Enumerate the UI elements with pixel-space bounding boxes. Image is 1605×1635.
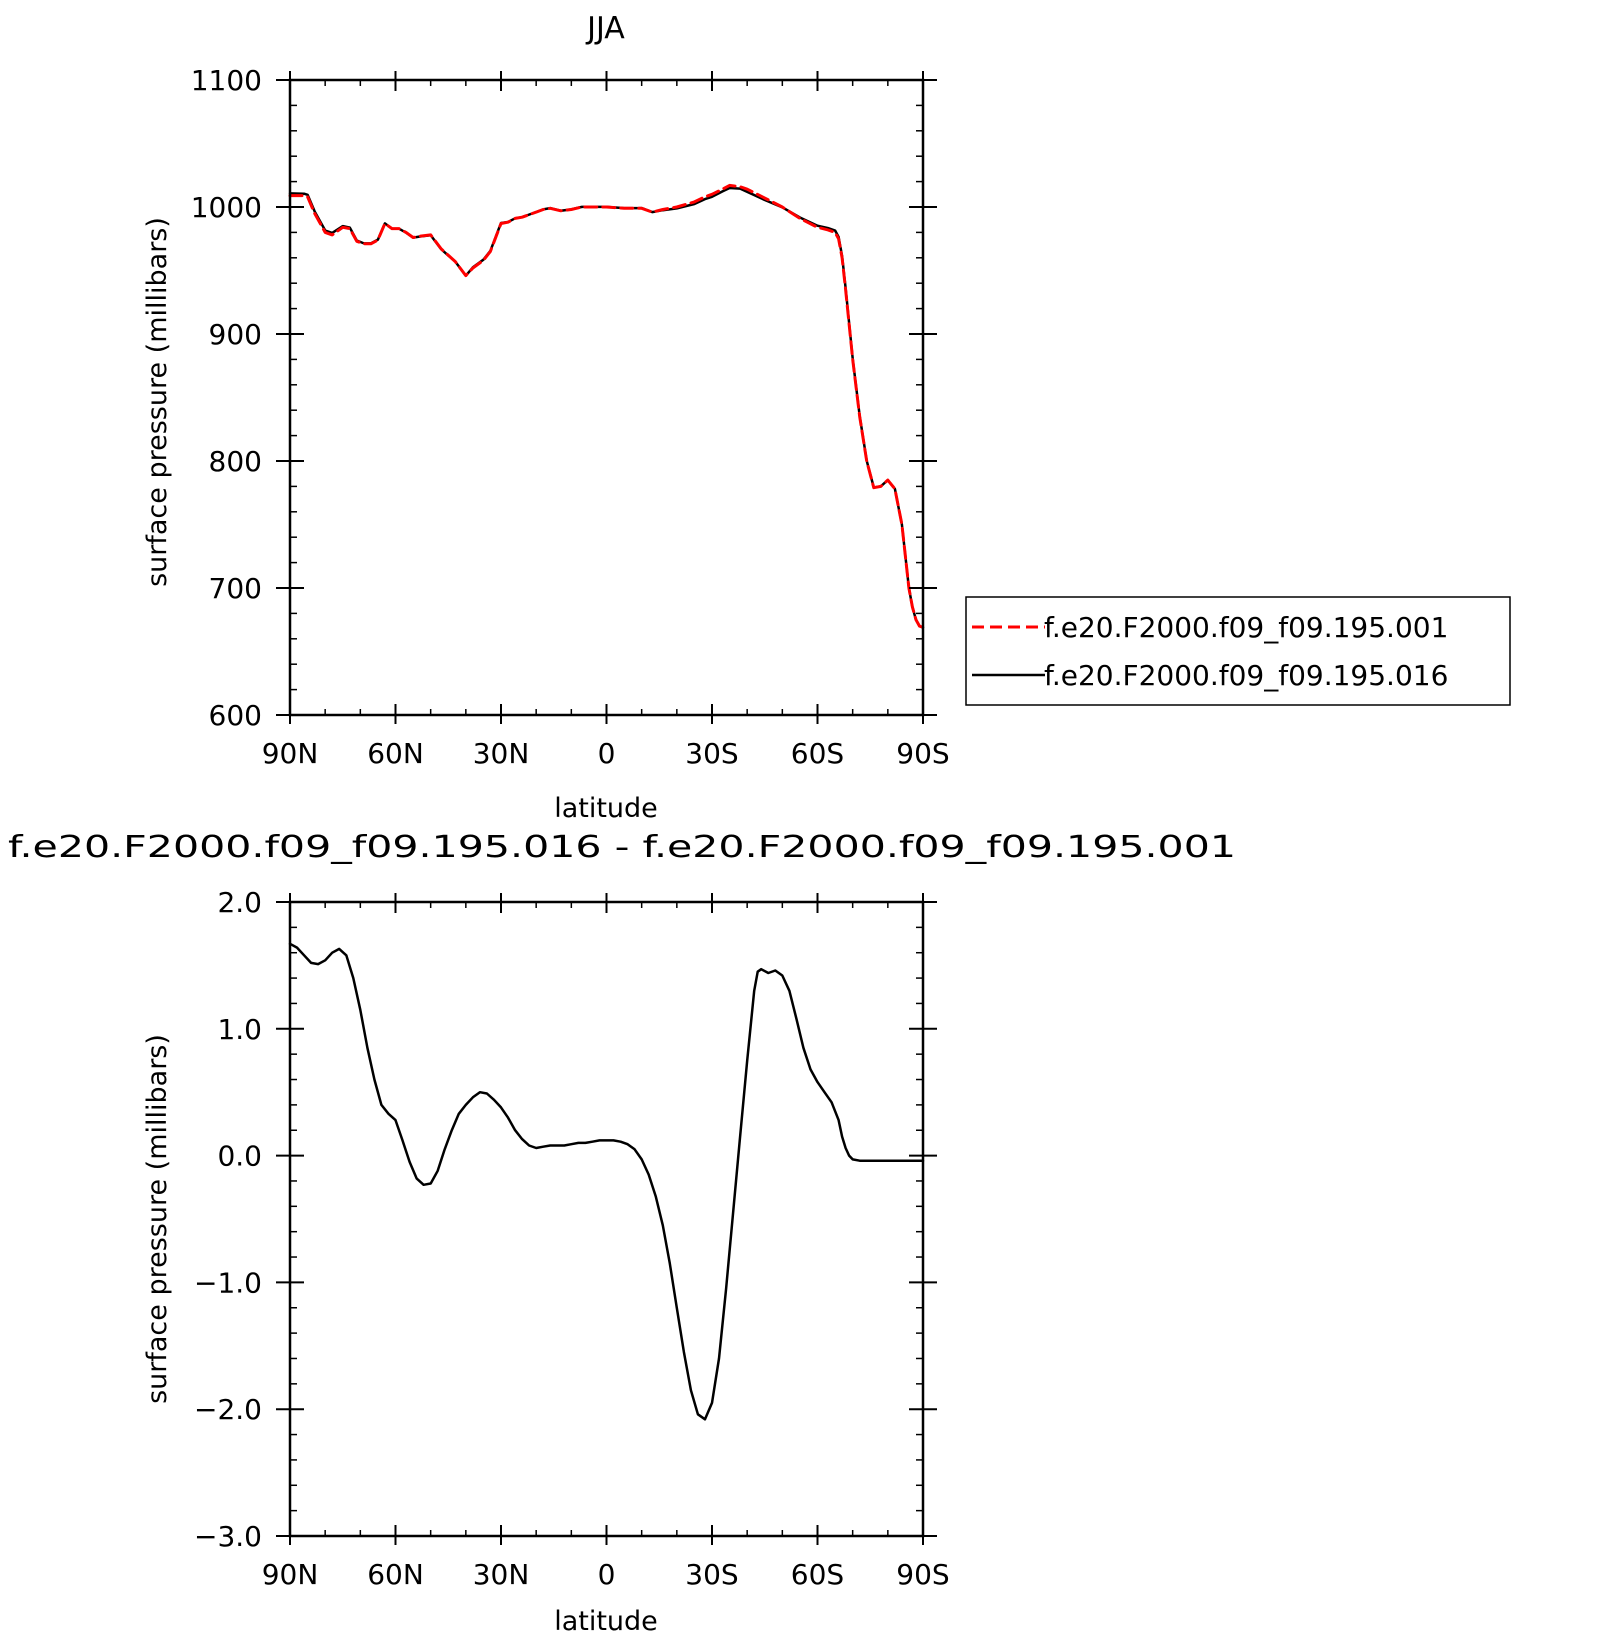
top-tick-marks xyxy=(276,71,937,724)
y-tick-label: 600 xyxy=(209,699,262,732)
x-tick-label: 90N xyxy=(262,737,319,770)
series-line-001 xyxy=(288,183,925,629)
bottom-tick-labels: 90N 60N 30N 0 30S 60S 90S −3.0 −2.0 −1.0 0.0 1.0 2.0 xyxy=(194,886,950,1591)
bottom-plot-marks xyxy=(288,942,925,1421)
y-tick-label: 1100 xyxy=(191,64,262,97)
y-tick-label: 900 xyxy=(209,318,262,351)
x-tick-label: 60N xyxy=(367,1558,424,1591)
bottom-plot-title: f.e20.F2000.f09_f09.195.016 - f.e20.F200… xyxy=(8,830,1236,865)
series-line-016 xyxy=(288,186,925,629)
x-tick-label: 30N xyxy=(473,737,530,770)
bottom-tick-marks xyxy=(276,893,937,1545)
bottom-y-axis-label: surface pressure (millibars) xyxy=(142,1034,173,1404)
y-tick-label: 0.0 xyxy=(217,1140,262,1173)
bottom-plot-frame xyxy=(288,900,925,1538)
x-tick-label: 90S xyxy=(896,1558,949,1591)
y-tick-label: 1.0 xyxy=(217,1013,262,1046)
x-tick-label: 90S xyxy=(896,737,949,770)
top-y-axis-label: surface pressure (millibars) xyxy=(142,217,173,587)
legend-box xyxy=(965,596,1511,706)
x-tick-label: 30N xyxy=(473,1558,530,1591)
x-tick-label: 60S xyxy=(791,1558,844,1591)
y-tick-label: −1.0 xyxy=(194,1266,262,1299)
legend-label-series-001: f.e20.F2000.f09_f09.195.001 xyxy=(1044,611,1448,644)
y-tick-label: −3.0 xyxy=(194,1520,262,1553)
top-plot-title: JJA xyxy=(585,11,625,46)
y-tick-label: −2.0 xyxy=(194,1393,262,1426)
top-tick-labels: 90N 60N 30N 0 30S 60S 90S 600 700 800 900 1000 1100 xyxy=(191,64,950,770)
top-plot-frame xyxy=(288,78,925,717)
x-tick-label: 0 xyxy=(598,737,616,770)
top-x-axis-label: latitude xyxy=(554,793,658,824)
y-tick-label: 1000 xyxy=(191,191,262,224)
x-tick-label: 60S xyxy=(791,737,844,770)
y-tick-label: 700 xyxy=(209,572,262,605)
x-tick-label: 30S xyxy=(685,1558,738,1591)
bottom-x-axis-label: latitude xyxy=(554,1606,658,1635)
x-tick-label: 90N xyxy=(262,1558,319,1591)
y-tick-label: 800 xyxy=(209,445,262,478)
series-line-difference xyxy=(288,942,925,1421)
bottom-panel: 90N 60N 30N 0 30S 60S 90S −3.0 −2.0 −1.0 0.0 1.0 2.0… xyxy=(8,830,1236,1635)
legend-label-series-016: f.e20.F2000.f09_f09.195.016 xyxy=(1044,659,1448,692)
x-tick-label: 0 xyxy=(598,1558,616,1591)
x-tick-label: 60N xyxy=(367,737,424,770)
top-plot-marks xyxy=(288,183,925,629)
y-tick-label: 2.0 xyxy=(217,886,262,919)
x-tick-label: 30S xyxy=(685,737,738,770)
legend: f.e20.F2000.f09_f09.195.001 f.e20.F2000.… xyxy=(965,596,1511,706)
top-panel: 90N 60N 30N 0 30S 60S 90S60070080090010001100 … xyxy=(142,11,950,824)
